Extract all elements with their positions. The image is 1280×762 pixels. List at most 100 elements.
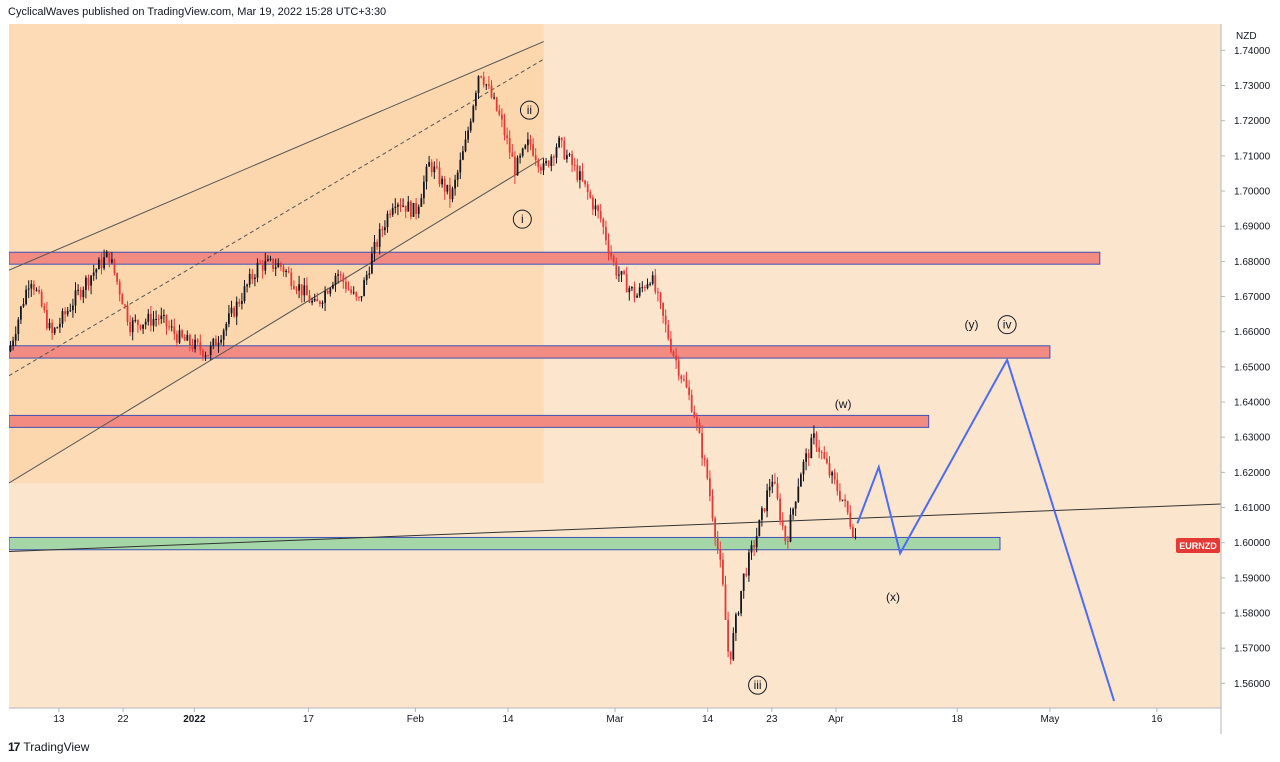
- price-axis[interactable]: 1.74000 1.73000 1.72000 1.71000 1.70000 1.690…: [1221, 46, 1271, 690]
- candle-47: [129, 321, 131, 333]
- candle-254: [667, 324, 670, 339]
- candle-46: [126, 305, 129, 322]
- candle-210: [553, 156, 555, 158]
- wave-label-5[interactable]: (x): [886, 590, 900, 604]
- y-tick-11: 1.64000: [1234, 398, 1271, 409]
- candle-187: [493, 97, 495, 99]
- support-zone-4[interactable]: [9, 536, 1001, 551]
- wave-label-7[interactable]: iv: [997, 315, 1017, 335]
- candle-229: [602, 219, 605, 227]
- candle-282: [740, 590, 742, 614]
- channel-upper-line[interactable]: [9, 41, 544, 271]
- resistance-zone-1[interactable]: [9, 251, 1101, 265]
- candle-264: [693, 411, 696, 418]
- chart-area[interactable]: ii i iii (w) (x) (y) iv 1.74000 1.73000 1.72000 1…: [0, 24, 1280, 734]
- candle-215: [566, 155, 568, 160]
- candle-238: [625, 273, 628, 293]
- candle-62: [168, 326, 170, 328]
- candle-93: [248, 273, 251, 285]
- candle-167: [441, 178, 443, 185]
- candle-109: [290, 272, 293, 286]
- candle-45: [124, 304, 126, 306]
- y-tick-8: 1.67000: [1234, 292, 1271, 303]
- candle-92: [246, 284, 248, 287]
- resistance-zone-2[interactable]: [9, 345, 1051, 359]
- y-tick-9: 1.66000: [1234, 327, 1271, 338]
- wave-label-4[interactable]: (w): [835, 397, 852, 411]
- candle-269: [706, 459, 709, 479]
- y-tick-12: 1.63000: [1234, 433, 1271, 444]
- candle-265: [696, 417, 698, 423]
- candle-261: [685, 379, 688, 388]
- candle-96: [256, 262, 259, 278]
- candle-195: [514, 156, 516, 176]
- candle-66: [178, 330, 181, 343]
- candle-58: [157, 318, 160, 320]
- candle-17: [51, 322, 53, 334]
- candle-312: [818, 447, 820, 453]
- y-tick-13: 1.62000: [1234, 468, 1271, 479]
- candle-145: [384, 227, 386, 231]
- wave-label-2[interactable]: i: [512, 209, 532, 229]
- candle-16: [48, 322, 51, 329]
- candle-280: [735, 614, 737, 633]
- candle-281: [737, 613, 740, 615]
- symbol-badge[interactable]: EURNZD: [1176, 538, 1220, 553]
- candle-232: [610, 252, 612, 257]
- candle-228: [599, 210, 602, 220]
- candle-110: [293, 285, 295, 289]
- y-tick-3: 1.72000: [1234, 116, 1271, 127]
- candle-53: [144, 321, 147, 325]
- wave-label-circle: [519, 100, 539, 120]
- candle-300: [787, 541, 789, 543]
- candle-199: [524, 145, 527, 149]
- candle-263: [690, 394, 693, 412]
- candle-90: [241, 301, 243, 305]
- channel-lower-line[interactable]: [9, 157, 544, 484]
- x-tick-5: Feb: [407, 714, 425, 725]
- candle-203: [534, 155, 537, 160]
- candle-115: [306, 285, 308, 296]
- elliott-projection-path[interactable]: [856, 357, 1116, 702]
- channel-middle-line[interactable]: [9, 58, 544, 377]
- footer-brand[interactable]: 17 TradingView: [8, 739, 89, 755]
- candle-194: [511, 152, 514, 157]
- publisher-line: CyclicalWaves published on TradingView.c…: [8, 6, 387, 18]
- y-tick-17: 1.58000: [1234, 609, 1271, 620]
- candle-118: [313, 298, 316, 301]
- wave-label-6[interactable]: (y): [964, 318, 978, 332]
- candle-184: [485, 84, 488, 86]
- candle-290: [761, 508, 763, 520]
- y-tick-19: 1.56000: [1234, 679, 1271, 690]
- candle-318: [833, 472, 836, 480]
- candle-100: [267, 259, 269, 261]
- wave-label-1[interactable]: ii: [519, 100, 539, 120]
- candle-7: [25, 289, 27, 304]
- time-axis[interactable]: 13 22 2022 17 Feb 14 Mar 14 23 Apr 18 May 16: [53, 708, 1163, 725]
- candle-198: [521, 148, 524, 156]
- trendline[interactable]: [9, 503, 1221, 553]
- wave-label-text: i: [521, 212, 524, 226]
- candle-260: [683, 379, 685, 381]
- candle-153: [404, 205, 407, 212]
- candle-122: [324, 290, 326, 303]
- candle-1: [9, 345, 12, 352]
- candle-23: [66, 310, 69, 315]
- wave-label-3[interactable]: iii: [748, 675, 768, 695]
- candle-141: [373, 241, 376, 254]
- candle-175: [462, 151, 464, 160]
- candle-31: [87, 277, 90, 286]
- resistance-zone-3[interactable]: [9, 414, 930, 428]
- candle-114: [303, 285, 306, 296]
- candle-43: [118, 281, 121, 295]
- candle-150: [397, 204, 399, 207]
- wave-label-text: iii: [754, 678, 762, 692]
- candle-60: [163, 315, 165, 317]
- candle-163: [430, 162, 433, 173]
- candle-316: [828, 463, 831, 476]
- candle-106: [282, 266, 285, 273]
- candle-226: [594, 205, 597, 210]
- candle-9: [30, 283, 33, 289]
- candle-297: [779, 498, 781, 521]
